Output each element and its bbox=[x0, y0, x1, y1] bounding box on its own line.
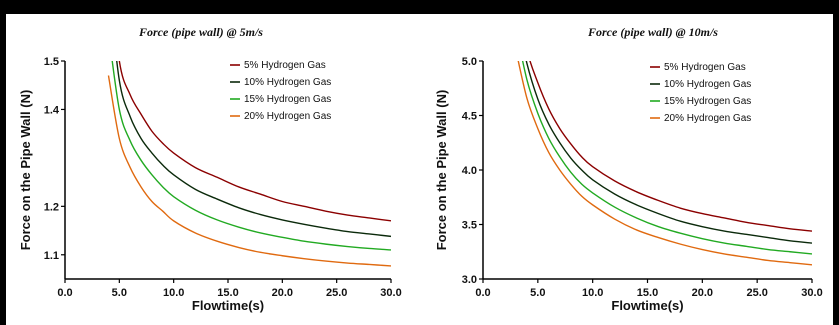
x-axis-label: Flowtime(s) bbox=[192, 298, 264, 313]
x-tick-label: 25.0 bbox=[746, 287, 767, 299]
series-line-4 bbox=[517, 61, 812, 266]
x-tick-label: 20.0 bbox=[692, 287, 713, 299]
series-line-4 bbox=[107, 75, 391, 267]
legend-label-4: 20% Hydrogen Gas bbox=[244, 111, 331, 122]
x-tick-label: 30.0 bbox=[380, 287, 401, 299]
x-tick-label: 5.0 bbox=[530, 287, 545, 299]
y-tick-label: 4.0 bbox=[462, 165, 477, 177]
x-tick-label: 5.0 bbox=[112, 287, 127, 299]
chart-title: Force (pipe wall) @ 5m/s bbox=[138, 25, 263, 39]
chart-10ms: Force (pipe wall) @ 10m/s 0.0 5.0 10.0 15.0 2… bbox=[434, 25, 823, 313]
x-tick-label: 10.0 bbox=[582, 287, 603, 299]
legend-label-2: 10% Hydrogen Gas bbox=[664, 79, 751, 90]
y-tick-label: 1.1 bbox=[44, 250, 59, 262]
y-tick-label: 5.0 bbox=[462, 56, 477, 68]
x-tick-label: 15.0 bbox=[217, 287, 238, 299]
x-axis-label: Flowtime(s) bbox=[611, 298, 683, 313]
x-tick-label: 0.0 bbox=[57, 287, 72, 299]
y-tick-label: 1.4 bbox=[44, 104, 60, 116]
y-tick-label: 3.5 bbox=[462, 220, 477, 232]
series-line-3 bbox=[521, 61, 812, 255]
legend-label-4: 20% Hydrogen Gas bbox=[664, 113, 751, 124]
y-tick-label: 1.2 bbox=[44, 201, 59, 213]
series-group bbox=[107, 61, 391, 267]
x-tick-label: 0.0 bbox=[475, 287, 490, 299]
x-tick-label: 30.0 bbox=[801, 287, 822, 299]
legend-label-1: 5% Hydrogen Gas bbox=[664, 62, 746, 73]
x-tick-label: 15.0 bbox=[637, 287, 658, 299]
legend-label-2: 10% Hydrogen Gas bbox=[244, 77, 331, 88]
chart-title: Force (pipe wall) @ 10m/s bbox=[587, 25, 718, 39]
series-line-1 bbox=[118, 61, 391, 222]
legend-label-1: 5% Hydrogen Gas bbox=[244, 60, 326, 71]
x-tick-label: 10.0 bbox=[163, 287, 184, 299]
legend-label-3: 15% Hydrogen Gas bbox=[244, 94, 331, 105]
y-tick-label: 4.5 bbox=[462, 111, 477, 123]
chart-5ms: Force (pipe wall) @ 5m/s 0.0 5.0 10.0 15.0 20… bbox=[18, 25, 402, 313]
x-tick-label: 25.0 bbox=[326, 287, 347, 299]
series-line-3 bbox=[111, 61, 391, 251]
series-line-2 bbox=[525, 61, 812, 244]
y-axis-label: Force on the Pipe Wall (N) bbox=[18, 90, 33, 251]
y-tick-label: 1.5 bbox=[44, 56, 59, 68]
y-tick-label: 3.0 bbox=[462, 274, 477, 286]
chart-panel-10ms: Force (pipe wall) @ 10m/s 0.0 5.0 10.0 15.0 2… bbox=[418, 14, 833, 325]
legend-label-3: 15% Hydrogen Gas bbox=[664, 96, 751, 107]
series-line-1 bbox=[529, 61, 812, 232]
series-group bbox=[517, 61, 812, 266]
x-tick-label: 20.0 bbox=[272, 287, 293, 299]
series-line-2 bbox=[116, 61, 391, 238]
y-axis-label: Force on the Pipe Wall (N) bbox=[434, 90, 449, 251]
chart-panel-5ms: Force (pipe wall) @ 5m/s 0.0 5.0 10.0 15.0 20… bbox=[6, 14, 418, 325]
